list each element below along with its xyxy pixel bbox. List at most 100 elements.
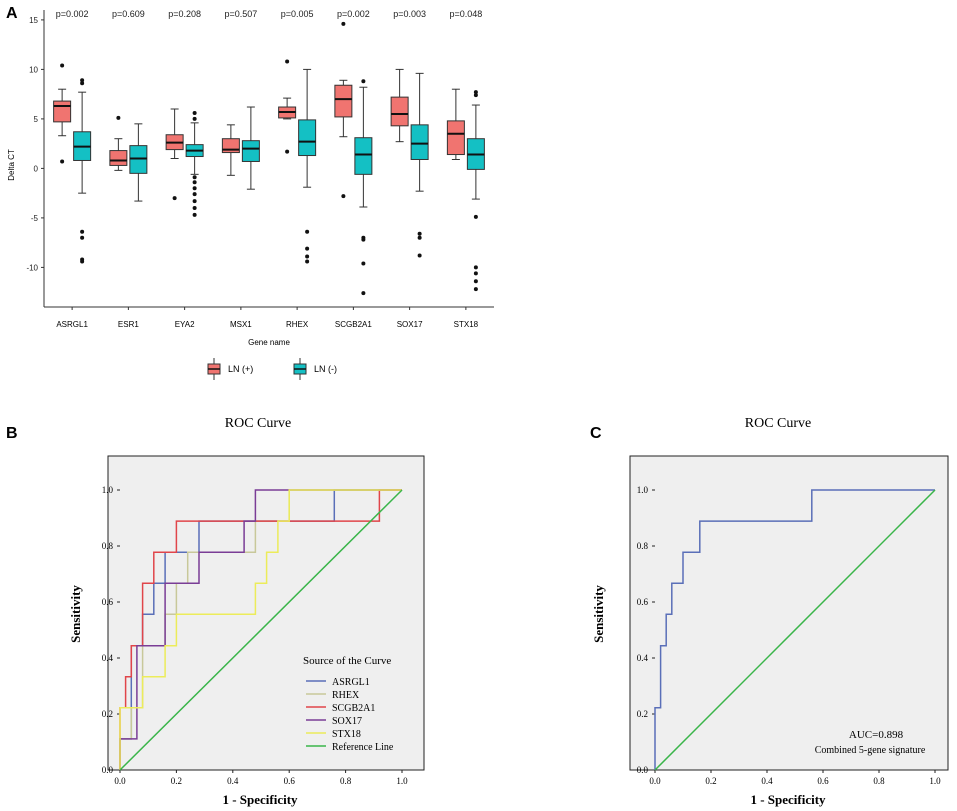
boxplot-x-label: Gene name bbox=[248, 338, 290, 347]
boxplot-outlier bbox=[473, 287, 478, 292]
panel-a-label: A bbox=[6, 5, 18, 22]
boxplot-outlier bbox=[361, 261, 366, 266]
boxplot-category-label: EYA2 bbox=[175, 320, 195, 329]
boxplot-p-value: p=0.609 bbox=[112, 9, 145, 19]
boxplot-outlier bbox=[417, 235, 422, 240]
roc-curve-scgb2a1 bbox=[119, 489, 402, 770]
boxplot-y-label: Delta CT bbox=[7, 149, 16, 181]
roc-b-y-label: Sensitivity bbox=[68, 585, 83, 643]
roc-y-tick-label: 0.8 bbox=[102, 541, 114, 551]
roc-curve-stx18 bbox=[119, 489, 402, 770]
roc-b-plot-area bbox=[107, 455, 425, 771]
boxplot-box bbox=[298, 119, 317, 157]
boxplot-outlier bbox=[341, 21, 346, 26]
boxplot-outlier bbox=[60, 159, 65, 164]
boxplot-outlier bbox=[192, 180, 197, 185]
roc-x-tick-label: 1.0 bbox=[929, 776, 941, 786]
roc-x-tick-label: 0.8 bbox=[340, 776, 352, 786]
boxplot-outlier bbox=[285, 149, 290, 154]
boxplot-box-ln-pos bbox=[278, 59, 297, 154]
boxplot-outlier bbox=[305, 259, 310, 264]
roc-curve-sox17 bbox=[119, 489, 402, 770]
boxplot-box bbox=[390, 96, 409, 127]
boxplot-p-value: p=0.208 bbox=[168, 9, 201, 19]
boxplot-category-label: SCGB2A1 bbox=[335, 320, 372, 329]
boxplot-outlier bbox=[473, 93, 478, 98]
roc-x-tick-label: 0.2 bbox=[171, 776, 182, 786]
boxplot-box bbox=[53, 100, 72, 123]
roc-x-tick-label: 0.6 bbox=[817, 776, 829, 786]
boxplot-outlier bbox=[473, 279, 478, 284]
panel-c-label: C bbox=[590, 425, 602, 442]
boxplot-box bbox=[446, 120, 465, 156]
boxplot-p-value: p=0.048 bbox=[449, 9, 482, 19]
boxplot-outlier bbox=[473, 90, 478, 95]
roc-y-tick-label: 1.0 bbox=[102, 485, 114, 495]
boxplot-outlier bbox=[192, 116, 197, 121]
boxplot-box-ln-neg bbox=[410, 72, 429, 258]
boxplot-box-ln-neg bbox=[298, 68, 317, 264]
boxplot-box-ln-pos bbox=[390, 68, 409, 143]
roc-y-tick-label: 0.4 bbox=[637, 653, 649, 663]
roc-x-tick-label: 0.6 bbox=[284, 776, 296, 786]
boxplot-box-ln-pos bbox=[334, 21, 353, 199]
boxplot-outlier bbox=[473, 265, 478, 270]
boxplot-outlier bbox=[80, 235, 85, 240]
roc-y-tick-label: 0.0 bbox=[637, 765, 649, 775]
boxplot-legend: LN (+) LN (-) bbox=[207, 358, 337, 380]
roc-b-title: ROC Curve bbox=[225, 416, 292, 431]
boxplot-outlier bbox=[361, 79, 366, 84]
boxplot-category-label: MSX1 bbox=[230, 320, 252, 329]
roc-x-tick-label: 1.0 bbox=[396, 776, 408, 786]
boxplot-box-ln-neg bbox=[185, 110, 204, 217]
boxplot-y-tick-label: 5 bbox=[34, 115, 39, 124]
boxplot-outlier bbox=[80, 259, 85, 264]
roc-chart-c: ROC Curve 1 - Specificity Sensitivity 0.… bbox=[591, 416, 949, 807]
boxplot-category-label: ASRGL1 bbox=[56, 320, 88, 329]
boxplot-box-ln-pos bbox=[446, 88, 465, 160]
boxplot-box-ln-neg bbox=[129, 123, 148, 202]
boxplot-box-ln-pos bbox=[53, 63, 72, 164]
boxplot-outlier bbox=[285, 59, 290, 64]
roc-legend-label: STX18 bbox=[332, 729, 361, 740]
boxplot-box-ln-pos bbox=[165, 108, 184, 201]
roc-x-tick-label: 0.4 bbox=[761, 776, 773, 786]
roc-b-legend-title: Source of the Curve bbox=[303, 655, 391, 667]
boxplot-box-ln-neg bbox=[466, 90, 485, 292]
roc-x-tick-label: 0.8 bbox=[873, 776, 885, 786]
boxplot-outlier bbox=[172, 196, 177, 201]
boxplot-outlier bbox=[80, 81, 85, 86]
roc-y-tick-label: 0.2 bbox=[102, 709, 113, 719]
boxplot-outlier bbox=[192, 192, 197, 197]
roc-c-plot-area bbox=[629, 455, 949, 771]
roc-c-title: ROC Curve bbox=[745, 416, 812, 431]
roc-legend-label: ASRGL1 bbox=[332, 677, 370, 688]
boxplot-outlier bbox=[192, 110, 197, 115]
roc-legend-label: Reference Line bbox=[332, 742, 394, 753]
boxplot-box-ln-neg bbox=[73, 78, 92, 264]
boxplot-p-value: p=0.003 bbox=[393, 9, 426, 19]
boxplot-outlier bbox=[361, 237, 366, 242]
boxplot-outlier bbox=[192, 206, 197, 210]
roc-x-tick-label: 0.0 bbox=[114, 776, 126, 786]
roc-b-x-label: 1 - Specificity bbox=[222, 792, 298, 807]
boxplot-outlier bbox=[192, 186, 197, 191]
roc-x-tick-label: 0.0 bbox=[649, 776, 661, 786]
roc-y-tick-label: 0.6 bbox=[102, 597, 114, 607]
boxplot-y-tick-label: -10 bbox=[26, 263, 38, 272]
boxplot-y-tick-label: 0 bbox=[34, 164, 39, 173]
roc-c-y-label: Sensitivity bbox=[591, 585, 606, 643]
boxplot-outlier bbox=[80, 229, 85, 234]
boxplot-box-ln-pos bbox=[109, 115, 128, 171]
boxplot-category-label: ESR1 bbox=[118, 320, 139, 329]
boxplot-box-ln-neg bbox=[241, 106, 260, 190]
boxplot-outlier bbox=[341, 194, 346, 199]
boxplot-category-label: STX18 bbox=[454, 320, 479, 329]
boxplot-outlier bbox=[305, 254, 310, 259]
boxplot-box-ln-pos bbox=[221, 124, 240, 176]
roc-chart-b: ROC Curve 1 - Specificity Sensitivity 0.… bbox=[68, 416, 425, 807]
boxplot-chart: Delta CT Gene name -10 -5 0 5 10 15 ASRGL1 ESR… bbox=[7, 9, 494, 380]
boxplot-p-value: p=0.005 bbox=[281, 9, 314, 19]
roc-c-signature-annotation: Combined 5-gene signature bbox=[815, 745, 926, 756]
